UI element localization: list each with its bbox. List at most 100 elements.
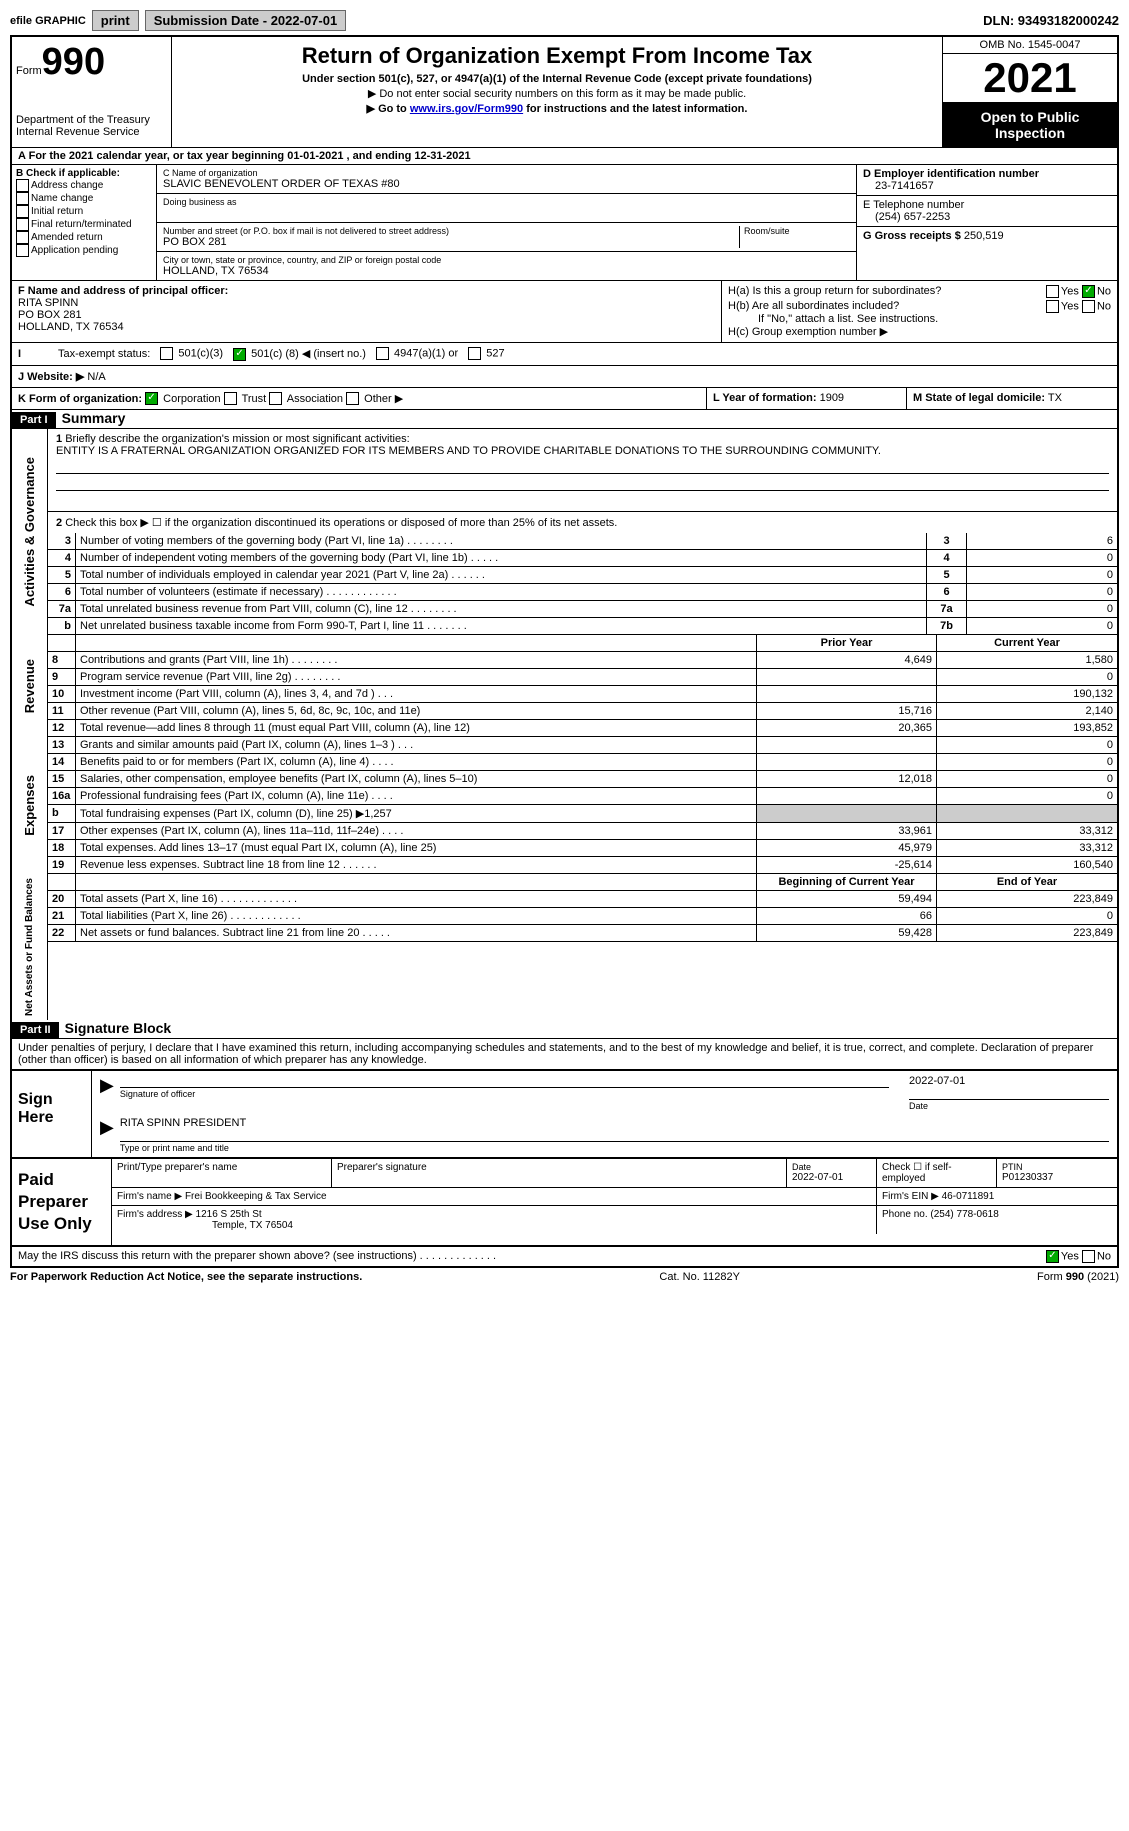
hb-label: H(b) Are all subordinates included?	[728, 300, 899, 313]
prep-date: Date2022-07-01	[787, 1159, 877, 1187]
form-subtitle-2: ▶ Do not enter social security numbers o…	[178, 87, 936, 100]
top-bar: efile GRAPHIC print Submission Date - 20…	[10, 10, 1119, 31]
col-begin: Beginning of Current Year	[757, 874, 937, 890]
footer-left: For Paperwork Reduction Act Notice, see …	[10, 1271, 362, 1283]
inst-pre: ▶ Go to	[367, 103, 410, 115]
form-subtitle-1: Under section 501(c), 527, or 4947(a)(1)…	[178, 73, 936, 85]
officer-addr1: PO BOX 281	[18, 309, 82, 321]
irs-link[interactable]: www.irs.gov/Form990	[410, 103, 523, 115]
arrow-icon: ▶	[100, 1075, 114, 1111]
summary-line-4: 4Number of independent voting members of…	[48, 550, 1117, 567]
prep-name-label: Print/Type preparer's name	[112, 1159, 332, 1187]
line-22: 22Net assets or fund balances. Subtract …	[48, 925, 1117, 942]
chk-final-return[interactable]: Final return/terminated	[16, 218, 152, 231]
tel-label: E Telephone number	[863, 199, 964, 211]
org-name: SLAVIC BENEVOLENT ORDER OF TEXAS #80	[163, 178, 400, 190]
firm-name: Firm's name ▶ Frei Bookkeeping & Tax Ser…	[112, 1188, 877, 1205]
section-fh: F Name and address of principal officer:…	[12, 281, 1117, 343]
perjury-declaration: Under penalties of perjury, I declare th…	[12, 1039, 1117, 1069]
dba-label: Doing business as	[163, 197, 850, 207]
k-label: K Form of organization:	[18, 393, 142, 405]
mission-text: ENTITY IS A FRATERNAL ORGANIZATION ORGAN…	[56, 445, 881, 457]
rev-header: Prior Year Current Year	[48, 635, 1117, 652]
chk-initial-return[interactable]: Initial return	[16, 205, 152, 218]
side-rev: Revenue	[20, 655, 39, 717]
ein-value: 23-7141657	[875, 180, 934, 192]
chk-name-change[interactable]: Name change	[16, 192, 152, 205]
omb-number: OMB No. 1545-0047	[943, 37, 1117, 54]
chk-other[interactable]: Other ▶	[346, 393, 403, 405]
chk-amended[interactable]: Amended return	[16, 231, 152, 244]
print-button[interactable]: print	[92, 10, 139, 31]
line-15: 15Salaries, other compensation, employee…	[48, 771, 1117, 788]
line-18: 18Total expenses. Add lines 13–17 (must …	[48, 840, 1117, 857]
org-address: PO BOX 281	[163, 236, 227, 248]
gross-label: G Gross receipts $	[863, 230, 961, 242]
hb-note: If "No," attach a list. See instructions…	[758, 313, 1111, 325]
revenue-section: Revenue Prior Year Current Year 8Contrib…	[12, 635, 1117, 737]
dept-label: Department of the Treasury	[16, 114, 167, 126]
line-m: M State of legal domicile: TX	[907, 388, 1117, 410]
line-21: 21Total liabilities (Part X, line 26) . …	[48, 908, 1117, 925]
line-a-tax-year: A For the 2021 calendar year, or tax yea…	[12, 148, 1117, 165]
gross-value: 250,519	[964, 230, 1004, 242]
part-ii-header: Part II Signature Block	[12, 1020, 1117, 1039]
footer-right: Form 990 (2021)	[1037, 1271, 1119, 1283]
discuss-line: May the IRS discuss this return with the…	[12, 1247, 1117, 1266]
form-header: Form990 Department of the Treasury Inter…	[12, 37, 1117, 148]
col-b-header: B Check if applicable:	[16, 168, 152, 179]
form-title: Return of Organization Exempt From Incom…	[178, 43, 936, 69]
line-13: 13Grants and similar amounts paid (Part …	[48, 737, 1117, 754]
ptin: PTINP01230337	[997, 1159, 1117, 1187]
line-a-text: For the 2021 calendar year, or tax year …	[29, 150, 471, 162]
room-label: Room/suite	[744, 226, 850, 236]
summary-line-7a: 7aTotal unrelated business revenue from …	[48, 601, 1117, 618]
chk-501c3[interactable]: 501(c)(3)	[160, 347, 223, 360]
col-prior: Prior Year	[757, 635, 937, 651]
l2-text: Check this box ▶ ☐ if the organization d…	[65, 517, 617, 529]
l1-label: Briefly describe the organization's miss…	[65, 433, 409, 445]
chk-address-change[interactable]: Address change	[16, 179, 152, 192]
chk-application-pending[interactable]: Application pending	[16, 244, 152, 257]
inst-post: for instructions and the latest informat…	[523, 103, 747, 115]
side-ag: Activities & Governance	[20, 453, 39, 611]
line-17: 17Other expenses (Part IX, column (A), l…	[48, 823, 1117, 840]
form-instructions-link: ▶ Go to www.irs.gov/Form990 for instruct…	[178, 102, 936, 115]
line-1: 1 Briefly describe the organization's mi…	[48, 429, 1117, 512]
tax-year: 2021	[943, 54, 1117, 103]
officer-sig-line: Signature of officer	[120, 1087, 889, 1099]
line-b: bTotal fundraising expenses (Part IX, co…	[48, 805, 1117, 823]
activities-governance-section: Activities & Governance 1 Briefly descri…	[12, 429, 1117, 635]
chk-4947[interactable]: 4947(a)(1) or	[376, 347, 458, 360]
sign-here-block: Sign Here ▶ Signature of officer 2022-07…	[12, 1069, 1117, 1157]
line-j: J Website: ▶ N/A	[12, 366, 1117, 388]
paid-preparer-block: Paid Preparer Use Only Print/Type prepar…	[12, 1157, 1117, 1247]
line-10: 10Investment income (Part VIII, column (…	[48, 686, 1117, 703]
chk-527[interactable]: 527	[468, 347, 504, 360]
line-9: 9Program service revenue (Part VIII, lin…	[48, 669, 1117, 686]
discuss-text: May the IRS discuss this return with the…	[18, 1250, 496, 1263]
chk-trust[interactable]: Trust	[224, 393, 267, 405]
open-to-public: Open to Public Inspection	[943, 103, 1117, 147]
chk-501c[interactable]: ✓ 501(c) (8) ◀ (insert no.)	[233, 347, 366, 361]
part-ii-tag: Part II	[12, 1022, 59, 1038]
check-self-employed[interactable]: Check ☐ if self-employed	[877, 1159, 997, 1187]
officer-name: RITA SPINN	[18, 297, 78, 309]
part-i-title: Summary	[59, 407, 129, 429]
city-label: City or town, state or province, country…	[163, 255, 850, 265]
discuss-answer: ✓Yes No	[1046, 1250, 1111, 1263]
line-14: 14Benefits paid to or for members (Part …	[48, 754, 1117, 771]
summary-line-3: 3Number of voting members of the governi…	[48, 533, 1117, 550]
section-f: F Name and address of principal officer:…	[12, 281, 722, 342]
side-net: Net Assets or Fund Balances	[22, 874, 37, 1020]
f-label: F Name and address of principal officer:	[18, 285, 228, 297]
part-i-tag: Part I	[12, 412, 56, 428]
irs-label: Internal Revenue Service	[16, 126, 167, 138]
footer: For Paperwork Reduction Act Notice, see …	[10, 1268, 1119, 1286]
chk-corp[interactable]: ✓ Corporation	[145, 393, 221, 405]
chk-assoc[interactable]: Association	[269, 393, 343, 405]
efile-label: efile GRAPHIC	[10, 15, 86, 27]
part-ii-title: Signature Block	[62, 1017, 175, 1039]
form-990: Form990 Department of the Treasury Inter…	[10, 35, 1119, 1268]
part-i-header: Part I Summary	[12, 410, 1117, 429]
